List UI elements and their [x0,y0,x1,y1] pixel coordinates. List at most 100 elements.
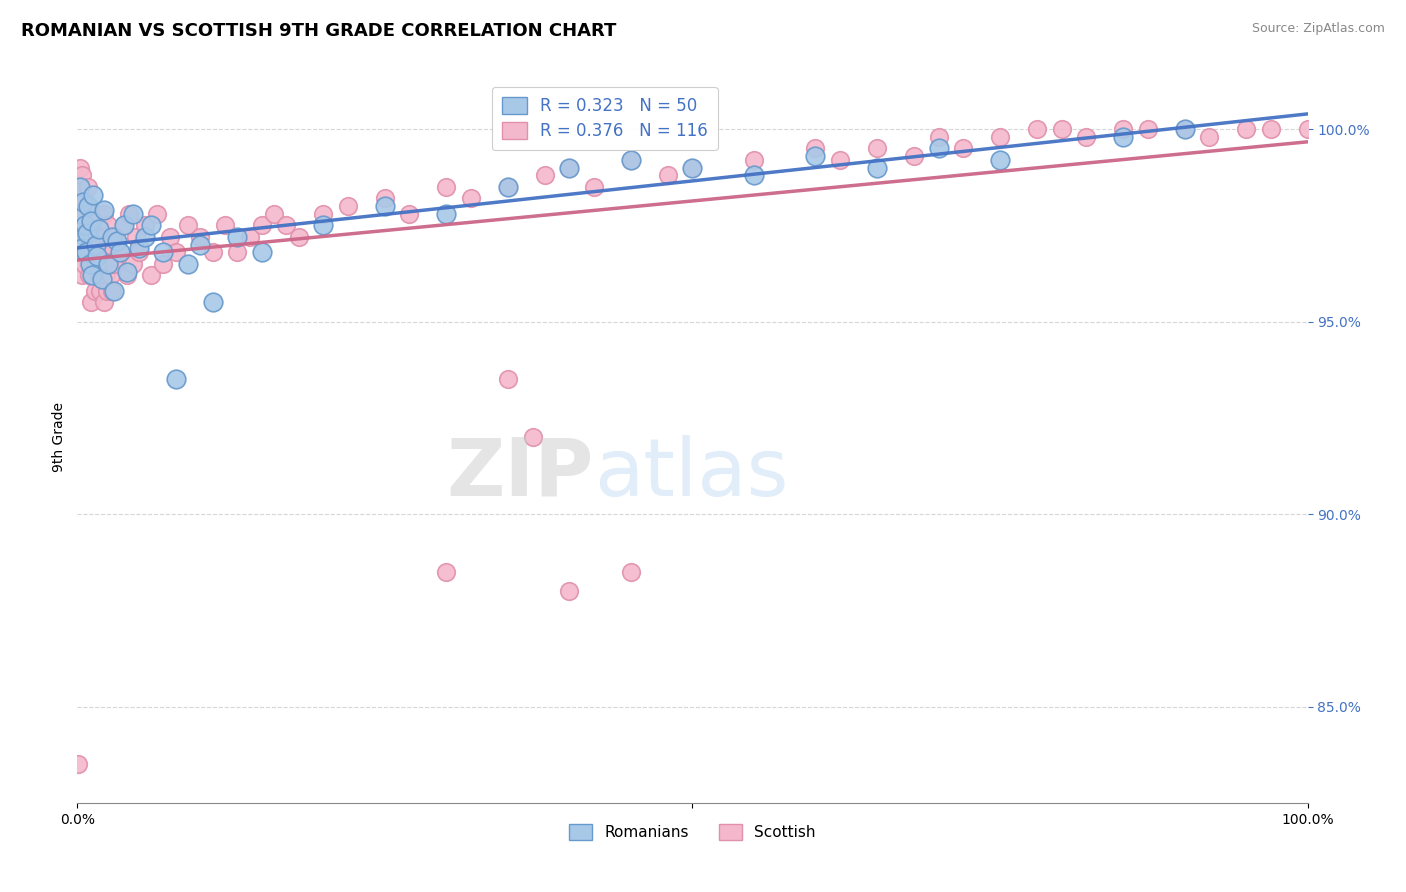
Point [1234,122,1257,136]
Point [288,230,311,244]
Point [112,219,135,233]
Point [73,219,96,233]
Point [188,237,212,252]
Point [159,230,181,244]
Point [84,257,107,271]
Point [69,207,91,221]
Point [146,207,169,221]
Text: ZIP: ZIP [447,434,595,513]
Point [830,153,852,167]
Point [742,169,765,183]
Point [72,195,94,210]
Point [93,202,115,217]
Point [436,207,458,221]
Point [103,257,125,271]
Point [337,199,360,213]
Point [80,214,103,228]
Point [804,149,827,163]
Point [82,187,104,202]
Point [69,219,91,233]
Point [89,222,111,236]
Point [70,169,93,183]
Point [125,230,148,244]
Point [1174,122,1197,136]
Point [312,207,335,221]
Point [742,153,765,167]
Point [69,161,91,175]
Point [1198,129,1220,144]
Point [134,219,156,233]
Point [69,179,91,194]
Point [112,219,135,233]
Point [110,245,132,260]
Point [436,179,458,194]
Point [101,230,124,244]
Point [239,230,262,244]
Point [101,230,124,244]
Point [398,207,420,221]
Point [82,219,104,233]
Point [91,230,114,244]
Point [72,207,94,221]
Text: atlas: atlas [595,434,789,513]
Point [115,268,138,283]
Point [73,257,96,271]
Point [620,153,643,167]
Point [72,242,94,256]
Point [82,245,104,260]
Point [1296,122,1319,136]
Point [77,268,100,283]
Point [93,207,115,221]
Point [558,161,581,175]
Point [436,565,458,579]
Point [90,257,112,271]
Point [105,234,128,248]
Point [80,295,103,310]
Point [988,129,1011,144]
Point [657,169,679,183]
Point [75,230,97,244]
Point [188,230,212,244]
Point [77,179,100,194]
Point [76,226,98,240]
Point [90,230,114,244]
Point [214,219,236,233]
Point [1260,122,1282,136]
Point [374,191,396,205]
Point [96,230,118,244]
Point [250,219,273,233]
Point [496,179,519,194]
Point [583,179,606,194]
Point [73,195,96,210]
Point [103,257,125,271]
Point [866,141,889,155]
Point [66,757,89,772]
Point [496,179,519,194]
Point [93,295,115,310]
Point [105,234,128,248]
Point [91,257,114,271]
Point [82,268,104,283]
Point [86,257,108,271]
Point [84,284,107,298]
Point [94,268,117,283]
Point [70,219,93,233]
Point [534,169,557,183]
Point [1050,122,1073,136]
Point [952,141,974,155]
Point [121,257,143,271]
Point [90,245,112,260]
Point [76,230,98,244]
Point [96,284,118,298]
Point [77,257,100,271]
Point [84,237,107,252]
Point [83,230,105,244]
Point [141,268,163,283]
Point [522,430,544,444]
Point [97,219,120,233]
Point [79,207,101,221]
Point [86,237,108,252]
Point [87,268,110,283]
Point [128,245,150,260]
Point [101,284,124,298]
